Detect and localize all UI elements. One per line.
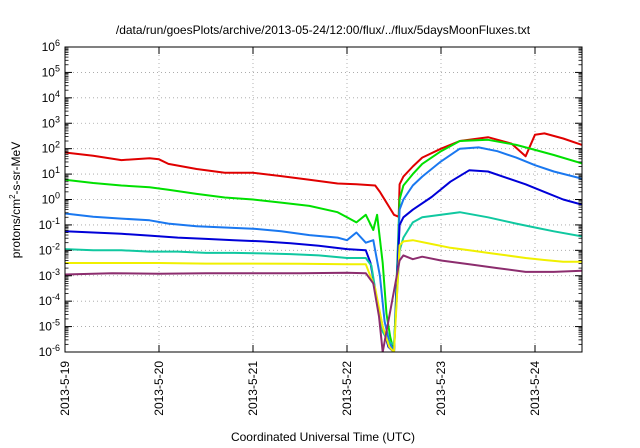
y-tick-label-exp: -6	[52, 343, 60, 353]
y-tick-label: 10-2	[39, 241, 60, 257]
y-tick-label-base: 10	[42, 193, 56, 207]
y-axis-label-sup: 2	[8, 194, 17, 199]
series-line-3	[65, 146, 582, 352]
grid-lines	[65, 47, 582, 352]
y-tick-label-base: 10	[42, 142, 56, 156]
y-tick-label: 10-4	[39, 292, 60, 308]
series-line-6	[65, 239, 582, 352]
y-tick-label-exp: 3	[55, 114, 60, 124]
y-tick-label-exp: 2	[55, 140, 60, 150]
x-tick-label: 2013-5-20	[152, 361, 166, 416]
y-tick-label: 106	[42, 38, 60, 54]
y-tick-label: 103	[42, 114, 60, 130]
x-tick-label: 2013-5-21	[246, 361, 260, 416]
y-tick-label-exp: 4	[55, 89, 60, 99]
y-tick-label-exp: 0	[55, 191, 60, 201]
y-tick-label-base: 10	[39, 218, 53, 232]
x-axis-label: Coordinated Universal Time (UTC)	[231, 430, 415, 444]
y-tick-label-exp: 5	[55, 63, 60, 73]
y-axis-label: protons/cm2-s-sr-MeV	[8, 142, 23, 258]
y-tick-label-base: 10	[39, 345, 53, 359]
y-tick-label-base: 10	[39, 320, 53, 334]
y-tick-label-exp: -5	[52, 318, 60, 328]
x-tick-label: 2013-5-23	[434, 361, 448, 416]
y-tick-label-exp: -1	[52, 216, 60, 226]
x-tick-labels: 2013-5-19 2013-5-20 2013-5-21 2013-5-22 2013…	[58, 361, 542, 416]
y-tick-label-base: 10	[42, 116, 56, 130]
y-axis-label-base: protons/cm	[9, 199, 23, 258]
y-tick-label-base: 10	[39, 243, 53, 257]
x-tick-label: 2013-5-19	[58, 361, 72, 416]
y-tick-label: 10-3	[39, 267, 60, 283]
y-tick-label-base: 10	[42, 40, 56, 54]
y-tick-label-exp: -4	[52, 292, 60, 302]
plot-frame	[64, 46, 583, 353]
y-axis-label-rest: -s-sr-MeV	[9, 142, 23, 195]
x-tick-label: 2013-5-24	[528, 361, 542, 416]
y-tick-label-exp: 1	[55, 165, 60, 175]
series-line-1	[65, 132, 582, 218]
y-tick-label-base: 10	[39, 294, 53, 308]
y-tick-label-exp: -2	[52, 241, 60, 251]
y-tick-label-base: 10	[42, 91, 56, 105]
y-tick-label-exp: -3	[52, 267, 60, 277]
y-tick-label: 105	[42, 63, 60, 79]
series-line-4	[65, 169, 582, 352]
y-tick-label: 104	[42, 89, 60, 105]
chart-title: /data/run/goesPlots/archive/2013-05-24/1…	[116, 23, 531, 37]
series-line-7	[65, 254, 582, 352]
tick-marks	[64, 46, 582, 353]
y-tick-labels: 10-610-510-410-310-210-11001011021031041…	[39, 38, 60, 359]
series-line-2	[65, 138, 582, 352]
series-layer	[65, 132, 582, 352]
y-tick-label: 10-1	[39, 216, 60, 232]
y-tick-label: 101	[42, 165, 60, 181]
y-tick-label: 102	[42, 140, 60, 156]
y-tick-label: 100	[42, 191, 60, 207]
y-tick-label-base: 10	[39, 269, 53, 283]
series-line-5	[65, 211, 582, 346]
y-tick-label-exp: 6	[55, 38, 60, 48]
y-tick-label: 10-6	[39, 343, 60, 359]
x-tick-label: 2013-5-22	[340, 361, 354, 416]
y-tick-label-base: 10	[42, 167, 56, 181]
y-tick-label: 10-5	[39, 318, 60, 334]
y-tick-label-base: 10	[42, 65, 56, 79]
